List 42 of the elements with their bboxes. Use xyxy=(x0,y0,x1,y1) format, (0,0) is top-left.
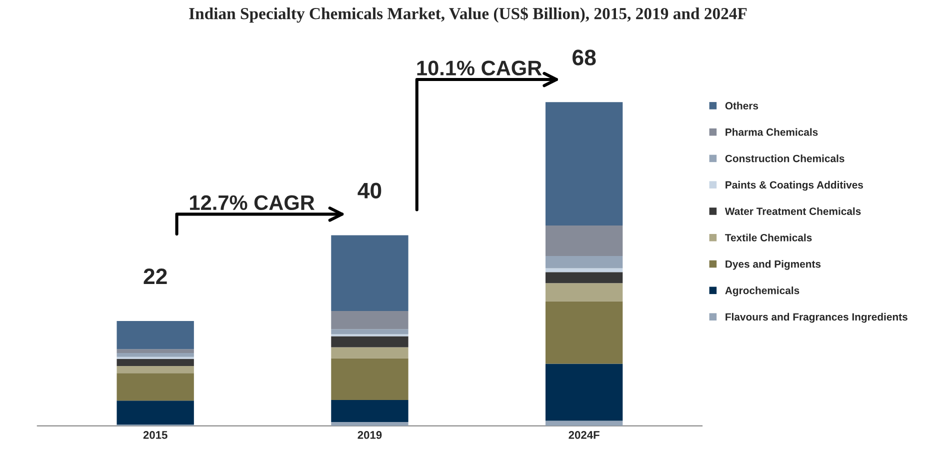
bar xyxy=(116,321,194,350)
bar xyxy=(331,329,408,334)
text: 10.1% CAGR xyxy=(417,60,542,76)
bar xyxy=(546,364,623,421)
bar xyxy=(546,256,623,268)
bar xyxy=(546,283,623,302)
bar xyxy=(331,310,408,330)
bar xyxy=(546,226,623,256)
legend-label: Construction Chemicals xyxy=(725,154,844,162)
annotation: 40 xyxy=(358,182,382,198)
legend-label: Water Treatment Chemicals xyxy=(724,207,861,215)
x-tick-label: 2019 xyxy=(358,431,382,439)
bar xyxy=(546,102,623,226)
bar xyxy=(331,400,408,422)
legend-label: Agrochemicals xyxy=(725,286,800,296)
bar xyxy=(331,358,408,400)
annotation: 12.7% CAGR xyxy=(190,195,314,210)
bar xyxy=(331,422,408,426)
bar xyxy=(546,301,623,364)
annotation: 22 xyxy=(144,268,167,284)
legend-label: Flavours and Fragrances Ingredients xyxy=(726,312,908,323)
legend-label: Pharma Chemicals xyxy=(726,128,818,136)
legend-label: Dyes and Pigments xyxy=(726,260,821,270)
bar xyxy=(116,366,194,374)
legend-label: Paints & Coatings Additives xyxy=(726,180,864,191)
bar xyxy=(331,336,408,348)
legend-label: Others xyxy=(725,102,758,110)
bar xyxy=(546,268,623,272)
x-tick-label: 2015 xyxy=(143,431,168,439)
bar xyxy=(116,373,194,401)
bar xyxy=(546,420,623,426)
bar xyxy=(116,349,194,354)
chart-title: Indian Specialty Chemicals Market, Value (US$ Billion), 2015, 2019 and 2024F xyxy=(189,7,747,23)
annotation: 68 xyxy=(572,50,596,66)
x-tick-label: 2024F xyxy=(568,431,600,439)
bar xyxy=(116,353,194,357)
bar xyxy=(331,235,408,311)
bar xyxy=(116,400,194,425)
bar xyxy=(116,358,194,366)
bar xyxy=(546,272,623,284)
legend-label: Textile Chemicals xyxy=(725,234,812,242)
bar xyxy=(331,347,408,358)
